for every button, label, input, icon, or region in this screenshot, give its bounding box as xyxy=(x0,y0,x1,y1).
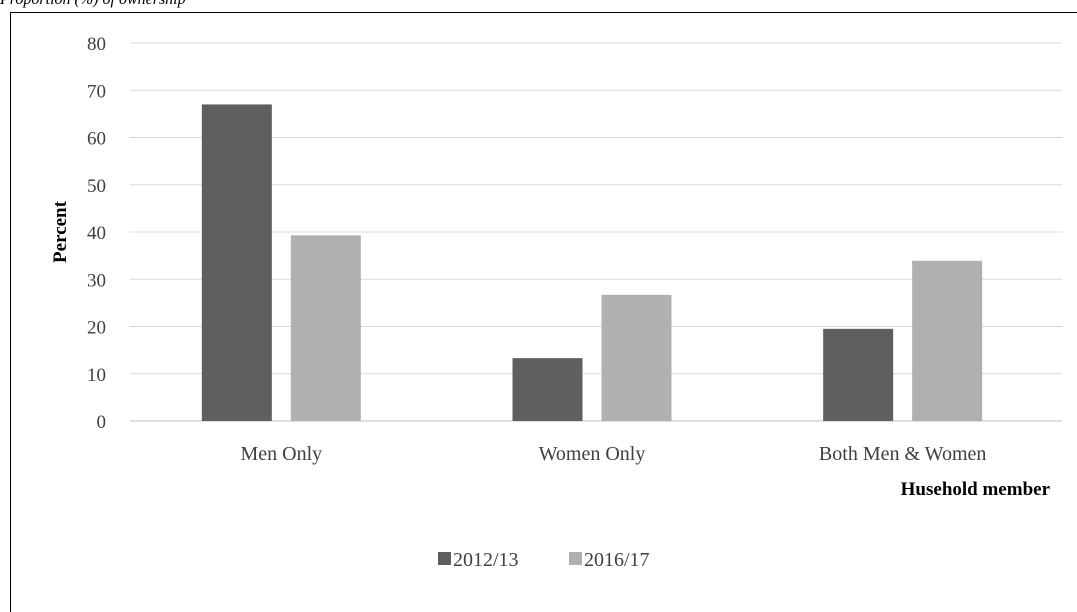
x-category-label: Both Men & Women xyxy=(819,443,986,465)
bar xyxy=(601,294,672,421)
y-tick-label: 80 xyxy=(87,34,106,55)
y-tick-label: 70 xyxy=(87,81,106,102)
x-axis-title: Husehold member xyxy=(901,479,1051,500)
legend: 2012/13 2016/17 xyxy=(438,549,650,571)
bar xyxy=(912,260,983,421)
y-tick-label: 10 xyxy=(87,365,106,386)
chart-frame xyxy=(10,12,1077,612)
legend-swatch xyxy=(569,552,582,565)
legend-swatch xyxy=(438,552,451,565)
x-category-label: Men Only xyxy=(240,443,322,465)
y-tick-label: 20 xyxy=(87,318,106,339)
y-tick-label: 50 xyxy=(87,176,106,197)
legend-label: 2016/17 xyxy=(584,549,650,571)
bar xyxy=(512,358,583,421)
y-tick-label: 0 xyxy=(97,412,107,433)
y-tick-label: 40 xyxy=(87,223,106,244)
y-tick-labels: 0 10 20 30 40 50 60 70 80 xyxy=(87,34,106,433)
bars xyxy=(201,104,983,422)
bar xyxy=(823,328,894,421)
bar-chart: 0 10 20 30 40 50 60 70 80 Men Only Women Only Both… xyxy=(50,34,1062,571)
gridlines xyxy=(130,42,1062,422)
legend-label: 2012/13 xyxy=(453,549,519,571)
y-tick-label: 30 xyxy=(87,270,106,291)
x-category-label: Women Only xyxy=(539,443,646,465)
bar xyxy=(201,104,272,422)
y-axis-title: Percent xyxy=(50,200,71,263)
bar xyxy=(290,235,361,421)
y-tick-label: 60 xyxy=(87,129,106,150)
x-category-labels: Men Only Women Only Both Men & Women xyxy=(240,443,986,465)
figure-caption: Proportion (%) of ownership xyxy=(0,0,186,9)
